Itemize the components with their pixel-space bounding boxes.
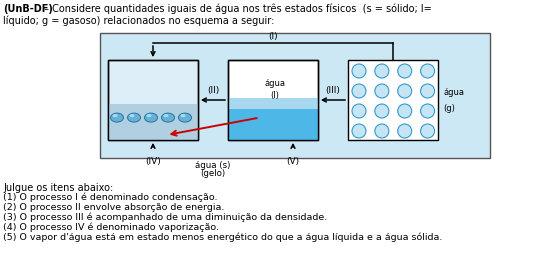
Text: líquido; g = gasoso) relacionados no esquema a seguir:: líquido; g = gasoso) relacionados no esq… [3,15,274,26]
Circle shape [421,84,434,98]
Ellipse shape [162,113,174,122]
Text: (III): (III) [326,87,340,95]
Circle shape [375,124,389,138]
Bar [228,60,318,140]
Text: (2) O processo II envolve absorção de energia.: (2) O processo II envolve absorção de en… [3,203,224,212]
Bar [108,60,198,140]
Ellipse shape [145,113,157,122]
Text: (gelo): (gelo) [200,169,225,178]
Text: (I): (I) [268,32,278,41]
Circle shape [398,104,412,118]
Ellipse shape [180,114,185,117]
Circle shape [421,124,434,138]
Circle shape [375,104,389,118]
Circle shape [398,124,412,138]
Circle shape [375,64,389,78]
Text: (1) O processo I é denominado condensação.: (1) O processo I é denominado condensaçã… [3,193,217,203]
Ellipse shape [113,114,118,117]
Ellipse shape [129,114,135,117]
Text: água: água [443,88,464,97]
Text: (V): (V) [287,157,300,166]
Ellipse shape [111,113,124,122]
Bar [228,98,318,140]
Ellipse shape [146,114,151,117]
Circle shape [398,64,412,78]
Circle shape [352,84,366,98]
Ellipse shape [179,113,191,122]
Text: água: água [265,79,285,89]
Text: (II): (II) [207,87,219,95]
Text: (4) O processo IV é denominado vaporização.: (4) O processo IV é denominado vaporizaç… [3,223,219,232]
Ellipse shape [163,114,168,117]
Bar [108,104,198,140]
Text: Julgue os itens abaixo:: Julgue os itens abaixo: [3,183,113,193]
Bar [348,60,438,140]
Text: – Considere quantidades iguais de água nos três estados físicos  (s = sólido; l=: – Considere quantidades iguais de água n… [41,4,432,14]
Bar [228,60,318,140]
Circle shape [352,104,366,118]
Text: (3) O processo III é acompanhado de uma diminuição da densidade.: (3) O processo III é acompanhado de uma … [3,213,327,222]
Circle shape [421,104,434,118]
Text: água (s): água (s) [195,161,230,170]
Bar [100,33,490,158]
Bar [108,60,198,140]
Circle shape [421,64,434,78]
Text: (l): (l) [271,91,279,100]
Bar [228,98,318,109]
Circle shape [352,124,366,138]
Circle shape [352,64,366,78]
Circle shape [398,84,412,98]
Text: (5) O vapor d'água está em estado menos energético do que a água líquida e a águ: (5) O vapor d'água está em estado menos … [3,233,442,242]
Text: (IV): (IV) [145,157,161,166]
Text: (UnB-DF): (UnB-DF) [3,4,53,14]
Ellipse shape [128,113,140,122]
Text: (g): (g) [443,104,455,113]
Circle shape [375,84,389,98]
